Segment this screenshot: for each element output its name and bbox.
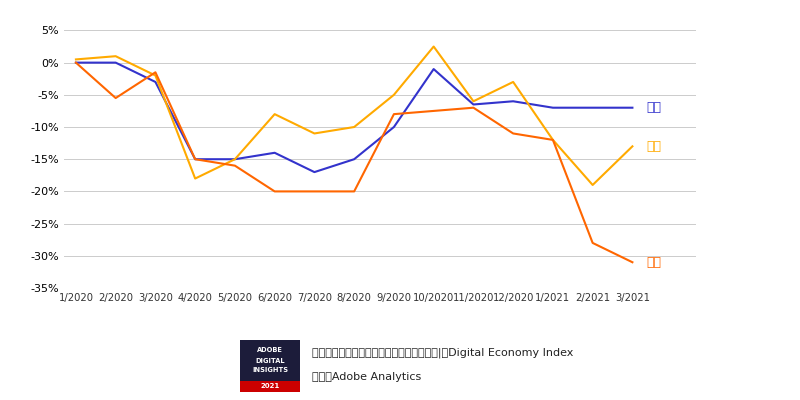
Text: 日本: 日本	[646, 256, 662, 269]
Bar	[240, 380, 300, 392]
Text: INSIGHTS: INSIGHTS	[252, 367, 288, 373]
Text: 米国: 米国	[646, 101, 662, 114]
Text: DIGITAL: DIGITAL	[255, 358, 285, 364]
Text: 2021: 2021	[260, 383, 280, 389]
Text: アパレル製品価格の動向（米ドル換算）　|　Digital Economy Index: アパレル製品価格の動向（米ドル換算） | Digital Economy Ind…	[312, 348, 574, 358]
Text: 出典：Adobe Analytics: 出典：Adobe Analytics	[312, 372, 422, 382]
Text: 英国: 英国	[646, 140, 662, 153]
Text: ADOBE: ADOBE	[257, 347, 283, 354]
